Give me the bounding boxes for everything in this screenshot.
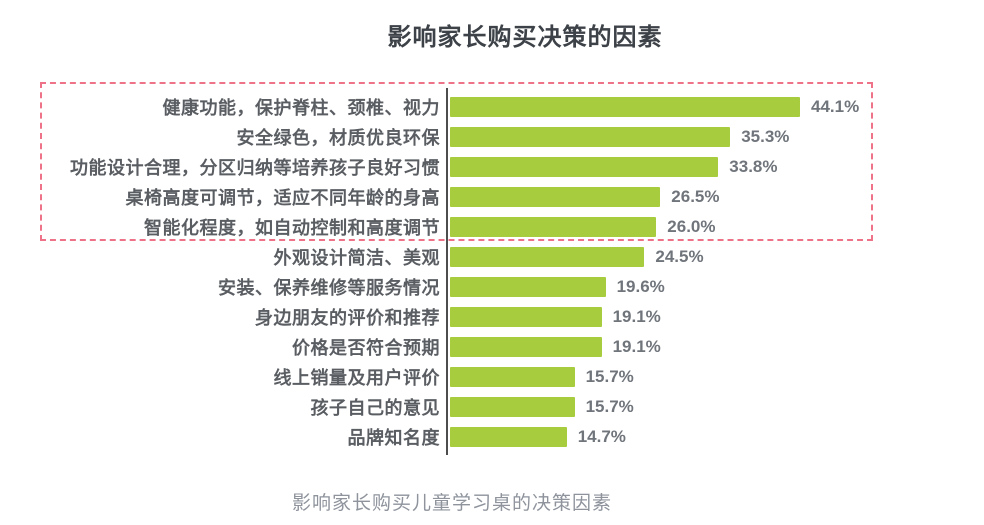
- value-label: 24.5%: [655, 247, 704, 266]
- category-label: 安全绿色，材质优良环保: [236, 128, 440, 148]
- bar: [450, 157, 719, 177]
- bar-track: 24.5%: [450, 247, 984, 267]
- bar-chart: 健康功能，保护脊柱、颈椎、视力 44.1% 安全绿色，材质优良环保 35.3% 功能设计…: [0, 92, 984, 452]
- bar: [450, 217, 657, 237]
- bar-track: 26.0%: [450, 217, 984, 237]
- category-label: 身边朋友的评价和推荐: [255, 308, 440, 328]
- bar-track: 19.6%: [450, 277, 984, 297]
- value-label: 44.1%: [811, 97, 860, 116]
- value-label: 35.3%: [741, 127, 790, 146]
- bar: [450, 427, 567, 447]
- chart-caption: 影响家长购买儿童学习桌的决策因素: [291, 493, 612, 514]
- category-label: 品牌知名度: [347, 428, 440, 448]
- chart-title: 影响家长购买决策的因素: [387, 24, 663, 51]
- bar: [450, 187, 661, 207]
- value-label: 19.1%: [612, 307, 661, 326]
- bar-row: 功能设计合理，分区归纳等培养孩子良好习惯 33.8%: [0, 152, 984, 182]
- bar: [450, 247, 645, 267]
- category-label: 外观设计简洁、美观: [273, 248, 440, 268]
- bar: [450, 337, 602, 357]
- bar-row: 价格是否符合预期 19.1%: [0, 332, 984, 362]
- category-label: 孩子自己的意见: [310, 398, 440, 418]
- bar-row: 智能化程度，如自动控制和高度调节 26.0%: [0, 212, 984, 242]
- category-label: 功能设计合理，分区归纳等培养孩子良好习惯: [70, 158, 440, 178]
- bar: [450, 367, 575, 387]
- bar-row: 孩子自己的意见 15.7%: [0, 392, 984, 422]
- bar-row: 安全绿色，材质优良环保 35.3%: [0, 122, 984, 152]
- bar-row: 身边朋友的评价和推荐 19.1%: [0, 302, 984, 332]
- bar-row: 品牌知名度 14.7%: [0, 422, 984, 452]
- value-label: 15.7%: [585, 397, 634, 416]
- value-label: 33.8%: [729, 157, 778, 176]
- bar-row: 健康功能，保护脊柱、颈椎、视力 44.1%: [0, 92, 984, 122]
- bar-track: 19.1%: [450, 307, 984, 327]
- bar-row: 桌椅高度可调节，适应不同年龄的身高 26.5%: [0, 182, 984, 212]
- category-label: 桌椅高度可调节，适应不同年龄的身高: [125, 188, 440, 208]
- bar-track: 26.5%: [450, 187, 984, 207]
- category-label: 安装、保养维修等服务情况: [218, 278, 440, 298]
- bar-row: 安装、保养维修等服务情况 19.6%: [0, 272, 984, 302]
- category-label: 线上销量及用户评价: [273, 368, 440, 388]
- y-axis-line: [446, 88, 448, 455]
- value-label: 19.6%: [616, 277, 665, 296]
- value-label: 26.5%: [671, 187, 720, 206]
- bar-row: 线上销量及用户评价 15.7%: [0, 362, 984, 392]
- bar: [450, 307, 602, 327]
- bar: [450, 277, 606, 297]
- category-label: 健康功能，保护脊柱、颈椎、视力: [162, 98, 440, 118]
- bar-track: 33.8%: [450, 157, 984, 177]
- bar: [450, 127, 731, 147]
- bar-row: 外观设计简洁、美观 24.5%: [0, 242, 984, 272]
- bar-track: 35.3%: [450, 127, 984, 147]
- value-label: 15.7%: [585, 367, 634, 386]
- bar-track: 14.7%: [450, 427, 984, 447]
- bar-track: 44.1%: [450, 97, 984, 117]
- bar: [450, 397, 575, 417]
- value-label: 26.0%: [667, 217, 716, 236]
- category-label: 智能化程度，如自动控制和高度调节: [144, 218, 440, 238]
- bar-track: 15.7%: [450, 397, 984, 417]
- bar: [450, 97, 800, 117]
- category-label: 价格是否符合预期: [292, 338, 440, 358]
- bar-track: 19.1%: [450, 337, 984, 357]
- value-label: 19.1%: [612, 337, 661, 356]
- bar-track: 15.7%: [450, 367, 984, 387]
- value-label: 14.7%: [577, 427, 626, 446]
